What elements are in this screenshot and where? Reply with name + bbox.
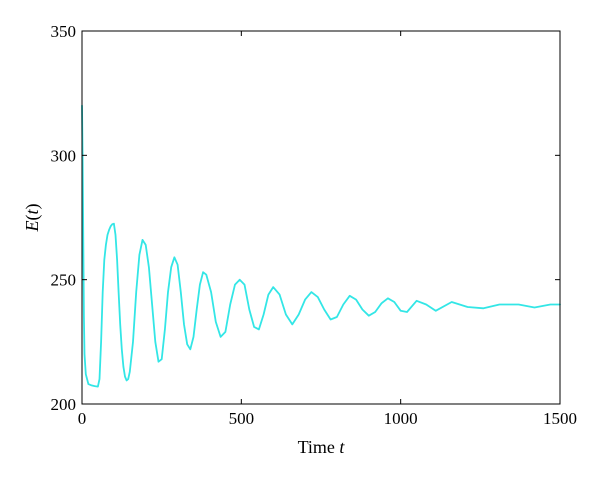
x-axis-label-var: t	[339, 437, 345, 457]
x-tick-label: 0	[78, 409, 87, 428]
y-tick-label: 300	[51, 146, 77, 165]
x-axis: 0 500 1000 1500	[78, 31, 577, 428]
y-tick-label: 350	[51, 22, 77, 41]
x-axis-label: Time t	[298, 437, 346, 457]
x-tick-label: 1500	[543, 409, 577, 428]
plot-frame	[81, 30, 561, 405]
y-tick-label: 200	[51, 395, 77, 414]
y-tick-label: 250	[51, 271, 77, 290]
y-axis-label-var2: t	[22, 209, 42, 215]
y-axis-label-paren-close: )	[22, 203, 43, 209]
x-tick-label: 500	[229, 409, 255, 428]
series-line-energy	[81, 104, 561, 388]
plot-area	[81, 30, 561, 405]
x-tick-label: 1000	[384, 409, 418, 428]
y-axis: 200 250 300 350	[51, 22, 560, 414]
y-axis-label-var1: E	[22, 221, 42, 233]
x-axis-label-main: Time	[298, 437, 340, 457]
y-axis-label-paren-open: (	[22, 215, 43, 221]
y-axis-label: E(t)	[22, 203, 43, 232]
